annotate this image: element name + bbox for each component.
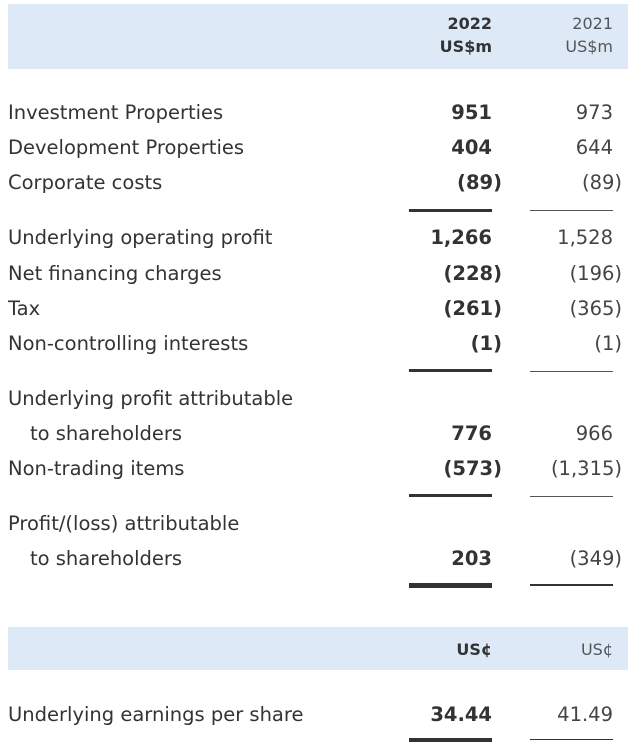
col-2022-year: 2022 <box>447 14 492 33</box>
col-2021-unit: US$m <box>565 37 613 56</box>
value-2022: (573) <box>443 457 502 480</box>
row-underlying-operating-profit: Underlying operating profit 1,266 1,528 <box>0 222 639 254</box>
row-investment-properties: Investment Properties 951 973 <box>0 97 639 129</box>
row-underlying-eps: Underlying earnings per share 34.44 41.4… <box>0 699 639 731</box>
row-development-properties: Development Properties 404 644 <box>0 132 639 164</box>
value-2022: (1) <box>470 332 502 355</box>
value-2022: 203 <box>451 547 492 570</box>
value-2021: (349) <box>569 547 622 570</box>
total-rule-2021 <box>530 584 613 586</box>
eps-col-2021-unit: US¢ <box>580 640 613 659</box>
value-2022: 951 <box>451 101 492 124</box>
subtotal-rule-2022 <box>409 209 492 212</box>
row-label: Development Properties <box>8 136 245 159</box>
row-tax: Tax (261) (365) <box>0 293 639 325</box>
row-label: Profit/(loss) attributable <box>8 512 240 535</box>
subtotal-rule-2021 <box>530 210 613 211</box>
row-label: Underlying operating profit <box>8 226 273 249</box>
row-label: Non-controlling interests <box>8 332 249 355</box>
row-label: to shareholders <box>30 422 183 445</box>
eps-col-2022-unit: US¢ <box>456 640 492 659</box>
eps-header-band <box>8 627 628 670</box>
row-label: Non-trading items <box>8 457 185 480</box>
row-label: to shareholders <box>30 547 183 570</box>
row-net-financing-charges: Net financing charges (228) (196) <box>0 258 639 290</box>
eps-rule-2021 <box>530 739 613 740</box>
row-underlying-profit-attributable: Underlying profit attributable <box>0 383 639 415</box>
eps-rule-2022 <box>409 738 492 742</box>
col-2022-unit: US$m <box>439 37 492 56</box>
row-label: Underlying profit attributable <box>8 387 294 410</box>
value-2022: 34.44 <box>430 703 492 726</box>
row-profit-loss-attributable: Profit/(loss) attributable <box>0 508 639 540</box>
row-corporate-costs: Corporate costs (89) (89) <box>0 167 639 199</box>
value-2022: 1,266 <box>430 226 492 249</box>
col-2021-year: 2021 <box>572 14 613 33</box>
value-2021: 41.49 <box>557 703 613 726</box>
subtotal-rule-2021 <box>530 371 613 372</box>
subtotal-rule-2022 <box>409 494 492 497</box>
value-2021: (1) <box>594 332 622 355</box>
row-non-trading-items: Non-trading items (573) (1,315) <box>0 453 639 485</box>
row-label: Investment Properties <box>8 101 224 124</box>
row-profit-loss-to-shareholders: to shareholders 203 (349) <box>0 543 639 575</box>
row-label: Tax <box>8 297 41 320</box>
value-2021: (365) <box>569 297 622 320</box>
value-2022: (89) <box>457 171 502 194</box>
row-label: Corporate costs <box>8 171 163 194</box>
header-band <box>8 4 628 69</box>
value-2022: 776 <box>451 422 492 445</box>
row-label: Underlying earnings per share <box>8 703 304 726</box>
value-2021: 973 <box>575 101 613 124</box>
value-2021: 1,528 <box>557 226 613 249</box>
row-underlying-profit-to-shareholders: to shareholders 776 966 <box>0 418 639 450</box>
value-2021: (196) <box>569 262 622 285</box>
value-2022: (228) <box>443 262 502 285</box>
value-2021: 644 <box>575 136 613 159</box>
value-2022: (261) <box>443 297 502 320</box>
value-2021: (89) <box>581 171 622 194</box>
value-2021: 966 <box>575 422 613 445</box>
value-2021: (1,315) <box>550 457 622 480</box>
subtotal-rule-2022 <box>409 369 492 372</box>
row-non-controlling-interests: Non-controlling interests (1) (1) <box>0 328 639 360</box>
total-rule-2022 <box>409 583 492 588</box>
subtotal-rule-2021 <box>530 496 613 497</box>
row-label: Net financing charges <box>8 262 222 285</box>
value-2022: 404 <box>451 136 492 159</box>
